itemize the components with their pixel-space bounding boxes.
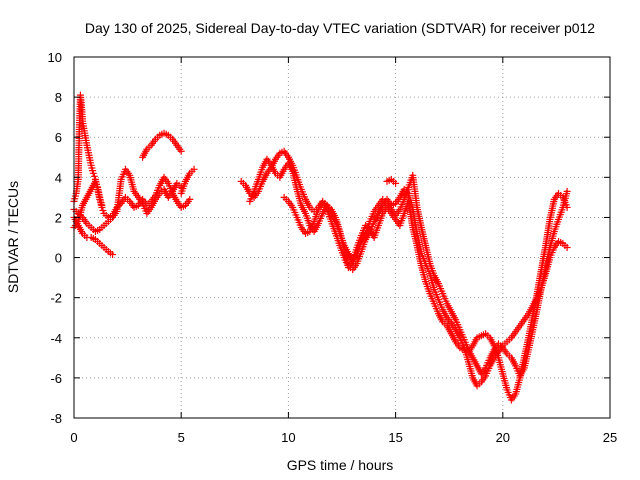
- data-point: [190, 165, 198, 173]
- data-point: [186, 195, 194, 203]
- y-tick-label: -4: [50, 331, 62, 346]
- y-tick-labels: -8 -6 -4 -2 0 2 4 6 8 10: [48, 50, 62, 426]
- x-tick-label: 20: [496, 430, 510, 445]
- y-tick-label: 10: [48, 50, 62, 65]
- data-point: [99, 206, 107, 214]
- x-tick-labels: 0 5 10 15 20 25: [70, 430, 617, 445]
- y-axis-label: SDTVAR / TECUs: [5, 181, 21, 293]
- data-point: [91, 177, 99, 185]
- plot-frame: [73, 56, 611, 419]
- chart-title: Day 130 of 2025, Sidereal Day-to-day VTE…: [85, 20, 595, 36]
- x-tick-label: 0: [70, 430, 77, 445]
- data-point: [563, 203, 571, 211]
- ticks: [73, 56, 611, 419]
- y-tick-label: 0: [55, 251, 62, 266]
- data-point: [109, 251, 117, 259]
- data-point: [90, 172, 98, 180]
- x-axis-label: GPS time / hours: [287, 457, 394, 473]
- x-tick-label: 10: [281, 430, 295, 445]
- data-point: [177, 147, 185, 155]
- y-tick-label: 2: [55, 210, 62, 225]
- data-point: [392, 179, 400, 187]
- data-points: [70, 91, 571, 404]
- x-tick-label: 25: [603, 430, 617, 445]
- y-tick-label: 6: [55, 130, 62, 145]
- data-point: [98, 201, 106, 209]
- y-tick-label: -6: [50, 371, 62, 386]
- y-tick-label: 4: [55, 170, 62, 185]
- data-point: [563, 187, 571, 195]
- data-point: [563, 244, 571, 252]
- data-point: [89, 169, 97, 177]
- y-tick-label: 8: [55, 90, 62, 105]
- y-tick-label: -8: [50, 411, 62, 426]
- y-tick-label: -2: [50, 291, 62, 306]
- x-tick-label: 5: [178, 430, 185, 445]
- x-tick-label: 15: [388, 430, 402, 445]
- data-point: [93, 180, 101, 188]
